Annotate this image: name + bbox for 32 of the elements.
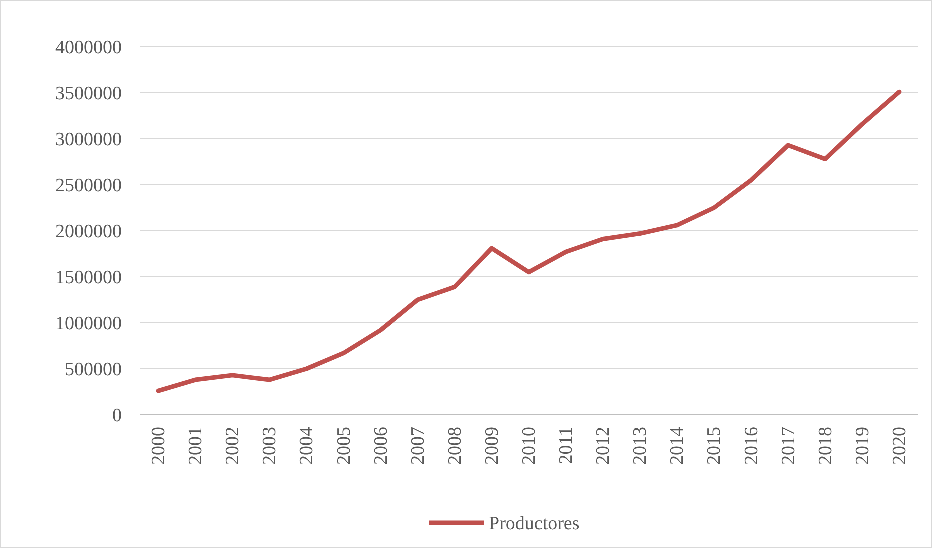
x-tick-label: 2007 (408, 427, 429, 465)
y-tick-label: 2500000 (56, 176, 122, 197)
x-tick-label: 2015 (704, 427, 726, 465)
legend-label: Productores (489, 514, 580, 535)
x-tick-label: 2019 (852, 427, 874, 465)
x-tick-label: 2004 (296, 426, 318, 465)
y-tick-label: 0 (112, 406, 122, 427)
y-tick-label: 1000000 (56, 314, 122, 335)
x-tick-label: 2000 (148, 427, 170, 465)
y-tick-label: 4000000 (56, 38, 122, 59)
x-tick-label: 2010 (519, 427, 540, 465)
y-tick-label: 3500000 (56, 84, 122, 105)
x-tick-label: 2011 (556, 427, 578, 464)
x-tick-label: 2020 (889, 427, 910, 465)
x-tick-label: 2012 (593, 427, 614, 465)
x-tick-label: 2008 (444, 427, 466, 465)
x-tick-label: 2002 (222, 427, 244, 465)
x-tick-label: 2017 (778, 427, 800, 465)
line-series (156, 90, 902, 394)
x-tick-label: 2006 (370, 427, 392, 465)
x-tick-label: 2014 (667, 426, 688, 465)
x-tick-label: 2009 (482, 427, 503, 465)
x-tick-label: 2013 (630, 427, 652, 465)
x-tick-label: 2001 (186, 427, 207, 465)
y-tick-label: 500000 (65, 360, 122, 381)
y-tick-label: 2000000 (56, 222, 122, 243)
x-tick-label: 2003 (260, 427, 281, 465)
x-tick-label: 2018 (815, 427, 836, 465)
x-tick-label: 2016 (741, 427, 762, 465)
y-tick-label: 1500000 (56, 268, 122, 289)
y-tick-label: 3000000 (56, 130, 122, 151)
x-tick-label: 2005 (334, 427, 355, 465)
